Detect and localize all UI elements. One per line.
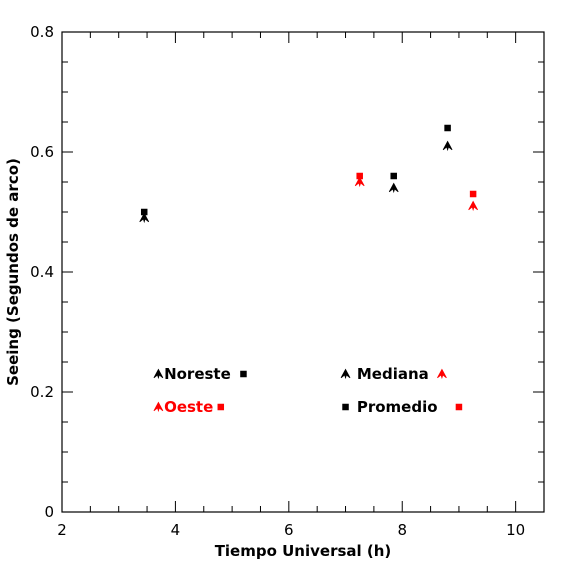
oeste-promedio-point (469, 190, 477, 198)
plot-legend: Noreste Oeste Mediana Promedio (153, 365, 463, 416)
plot-marks (139, 124, 478, 224)
legend-mediana-red-marker (437, 368, 447, 380)
y-tick-label: 0.8 (30, 23, 54, 41)
noreste-promedio-point (444, 124, 451, 132)
y-tick-label: 0.2 (30, 383, 54, 401)
oeste-promedio-point (356, 172, 363, 180)
y-tick-label: 0.4 (30, 263, 54, 281)
y-axis-title: Seeing (Segundos de arco) (4, 158, 22, 386)
oeste-mediana-point (468, 200, 478, 212)
x-tick-label: 4 (171, 521, 181, 539)
legend-mediana-label: Mediana (357, 365, 429, 383)
legend-promedio-marker (342, 403, 349, 411)
x-axis-title: Tiempo Universal (h) (215, 542, 392, 560)
legend-oeste-label: Oeste (164, 398, 213, 416)
noreste-mediana-point (139, 212, 150, 224)
legend-promedio-label: Promedio (357, 398, 438, 416)
x-tick-label: 2 (57, 521, 67, 539)
legend-noreste-triangle (153, 368, 164, 380)
legend-oeste-triangle (153, 401, 164, 413)
noreste-promedio-point (140, 208, 148, 216)
oeste-mediana-point (354, 176, 365, 188)
x-tick-label: 10 (506, 521, 525, 539)
noreste-mediana-point (442, 140, 453, 152)
plot-axes: 2 4 6 8 10 0 0.2 0.4 0.6 0.8 (30, 23, 545, 539)
legend-noreste-label: Noreste (164, 365, 231, 383)
legend-oeste-square (217, 403, 225, 411)
y-tick-label: 0.6 (30, 143, 54, 161)
noreste-mediana-point (388, 182, 399, 194)
x-tick-label: 6 (284, 521, 294, 539)
noreste-promedio-point (390, 172, 397, 180)
legend-promedio-red-marker (455, 403, 463, 411)
x-tick-label: 8 (397, 521, 407, 539)
legend-noreste-square (240, 370, 247, 378)
plot-frame (61, 31, 545, 513)
legend-mediana-marker (340, 368, 351, 380)
y-tick-label: 0 (44, 503, 54, 521)
